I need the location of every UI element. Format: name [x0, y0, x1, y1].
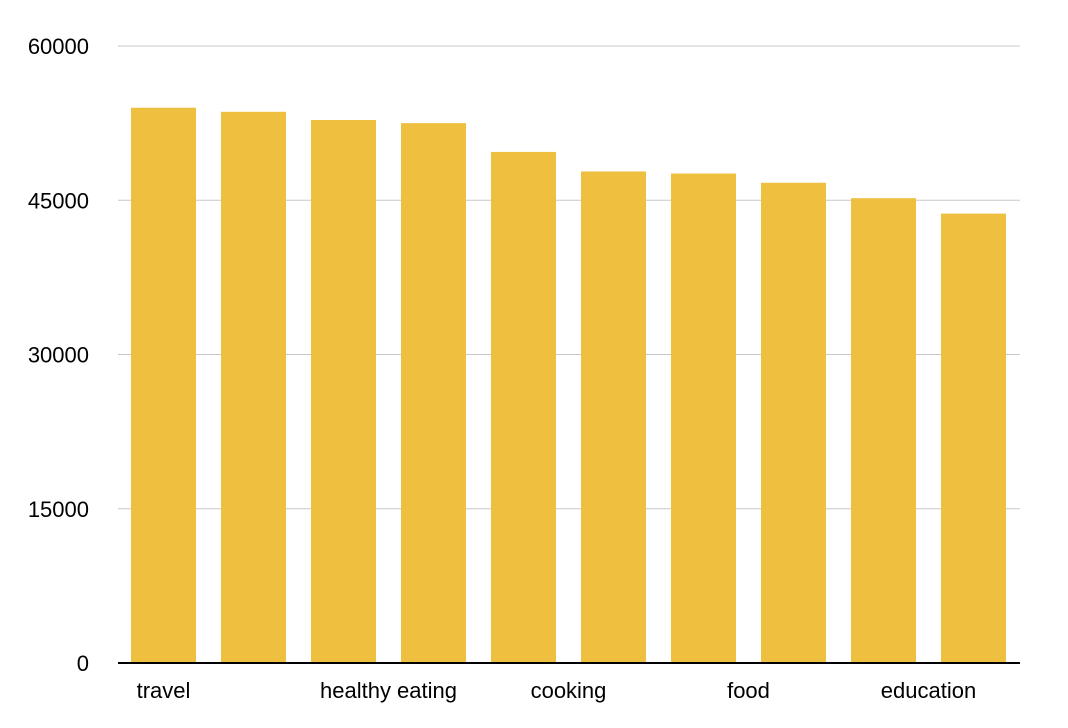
- y-tick-label-45000: 45000: [28, 188, 89, 213]
- bar-9: [851, 198, 916, 663]
- bar-3: [311, 120, 376, 664]
- bar-6: [581, 171, 646, 663]
- bar-10: [941, 213, 1006, 663]
- bar-1: [131, 107, 196, 663]
- y-tick-label-15000: 15000: [28, 497, 89, 522]
- bar-5: [491, 151, 556, 663]
- y-tick-label-30000: 30000: [28, 343, 89, 368]
- y-tick-label-0: 0: [77, 651, 89, 676]
- bar-7: [671, 173, 736, 663]
- bar-2: [221, 111, 286, 663]
- bars: [131, 107, 1006, 664]
- x-tick-label-food: food: [727, 678, 770, 703]
- bar-8: [761, 182, 826, 664]
- x-tick-label-healthy-eating: healthy eating: [320, 678, 457, 703]
- y-axis-tick-labels: 0 15000 30000 45000 60000: [28, 34, 89, 676]
- x-tick-label-travel: travel: [137, 678, 191, 703]
- bar-4: [401, 123, 466, 663]
- x-axis-tick-labels: travel healthy eating cooking food education: [137, 678, 977, 703]
- x-tick-label-cooking: cooking: [531, 678, 607, 703]
- x-tick-label-education: education: [881, 678, 976, 703]
- y-tick-label-60000: 60000: [28, 34, 89, 59]
